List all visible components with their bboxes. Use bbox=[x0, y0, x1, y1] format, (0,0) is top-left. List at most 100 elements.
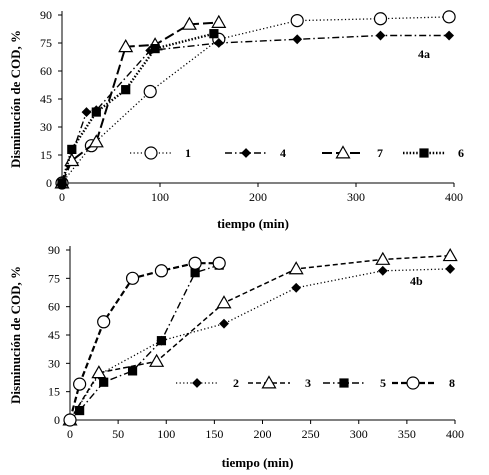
legend-entry-7: 7 bbox=[322, 145, 383, 160]
data-point-1 bbox=[290, 14, 304, 28]
data-point-1 bbox=[442, 10, 456, 24]
data-point-5 bbox=[99, 377, 109, 387]
data-point-3 bbox=[288, 261, 304, 275]
legend-marker bbox=[339, 378, 349, 388]
legend-marker bbox=[406, 376, 420, 390]
legend-entry-3: 3 bbox=[248, 375, 311, 390]
legend-label: 4 bbox=[280, 146, 286, 160]
chart-panel-4b: 0 15 30 45 60 75 90 0 50 100 150 200 250 300 350 400 tie… bbox=[8, 243, 464, 470]
series-line-2 bbox=[69, 268, 451, 421]
legend-label: 7 bbox=[377, 146, 383, 160]
x-tick-label: 100 bbox=[151, 190, 169, 204]
data-point-1 bbox=[373, 12, 388, 26]
x-axis-title: tiempo (min) bbox=[217, 216, 289, 231]
data-point-3 bbox=[149, 353, 165, 367]
series-8 bbox=[63, 256, 226, 427]
data-point-8 bbox=[63, 413, 77, 427]
series-line-6 bbox=[60, 32, 215, 184]
data-point-3 bbox=[91, 365, 107, 379]
y-tick-label: 90 bbox=[48, 243, 60, 257]
legend-entry-1: 1 bbox=[130, 146, 191, 160]
legend-label: 2 bbox=[233, 376, 239, 390]
y-tick-label: 90 bbox=[40, 8, 52, 22]
y-tick-label: 60 bbox=[48, 300, 60, 314]
data-point-3 bbox=[375, 251, 391, 265]
y-tick-label: 75 bbox=[40, 36, 52, 50]
data-point-8 bbox=[125, 271, 140, 285]
y-tick-label: 15 bbox=[40, 148, 52, 162]
series-4 bbox=[57, 30, 455, 188]
data-point-3 bbox=[442, 247, 458, 262]
x-tick-label: 350 bbox=[398, 427, 416, 441]
panel-label: 4b bbox=[410, 274, 423, 288]
y-tick-label: 0 bbox=[46, 176, 52, 190]
data-point-8 bbox=[212, 256, 226, 270]
data-point-8 bbox=[154, 264, 169, 278]
data-point-8 bbox=[188, 256, 202, 270]
x-tick-label: 400 bbox=[446, 427, 464, 441]
series-6 bbox=[57, 29, 219, 188]
data-point-7 bbox=[118, 39, 134, 53]
data-point-5 bbox=[190, 268, 200, 278]
legend-entry-5: 5 bbox=[323, 376, 386, 390]
data-point-6 bbox=[209, 29, 219, 39]
x-tick-label: 150 bbox=[205, 427, 223, 441]
data-point-6 bbox=[91, 107, 101, 117]
y-tick-label: 30 bbox=[40, 120, 52, 134]
y-tick-label: 0 bbox=[54, 413, 60, 427]
data-point-4 bbox=[444, 30, 455, 41]
data-point-1 bbox=[143, 84, 157, 99]
legend-marker bbox=[335, 145, 351, 159]
x-tick-label: 0 bbox=[67, 427, 73, 441]
data-point-4 bbox=[292, 34, 303, 45]
legend-label: 6 bbox=[458, 146, 464, 160]
x-tick-label: 300 bbox=[347, 190, 365, 204]
series-3 bbox=[62, 247, 458, 426]
data-point-3 bbox=[216, 295, 232, 309]
y-tick-label: 45 bbox=[40, 92, 52, 106]
x-tick-label: 100 bbox=[157, 427, 175, 441]
series-line-5 bbox=[69, 264, 220, 421]
y-axis-title: Disminución de COD, % bbox=[8, 30, 23, 168]
legend-entry-8: 8 bbox=[392, 376, 455, 390]
legend-label: 8 bbox=[449, 376, 455, 390]
legend-marker bbox=[144, 146, 158, 160]
legend-marker bbox=[261, 375, 277, 389]
series-1 bbox=[55, 10, 456, 190]
legend-marker bbox=[241, 148, 251, 158]
legend-label: 5 bbox=[380, 376, 386, 390]
chart-panel-4a: 0 15 30 45 60 75 90 0 100 200 300 400 tiempo (min) Di… bbox=[8, 8, 464, 231]
legend-marker bbox=[192, 378, 202, 388]
data-point-4 bbox=[81, 107, 92, 117]
y-tick-label: 75 bbox=[48, 271, 60, 285]
legend-label: 1 bbox=[185, 146, 191, 160]
data-point-4 bbox=[375, 30, 386, 41]
data-point-6 bbox=[57, 178, 67, 188]
data-point-6 bbox=[67, 144, 77, 154]
data-point-7 bbox=[211, 14, 227, 28]
y-axis-title: Disminución de COD, % bbox=[8, 266, 23, 404]
data-point-5 bbox=[156, 336, 167, 346]
data-point-2 bbox=[291, 282, 302, 293]
panel-label: 4a bbox=[418, 47, 430, 61]
data-point-7 bbox=[88, 134, 104, 148]
legend-entry-4: 4 bbox=[225, 146, 286, 160]
x-tick-label: 0 bbox=[59, 190, 65, 204]
data-point-4 bbox=[213, 38, 224, 48]
x-tick-label: 250 bbox=[302, 427, 320, 441]
series-2 bbox=[65, 263, 456, 425]
data-point-8 bbox=[73, 377, 87, 391]
data-point-5 bbox=[127, 366, 138, 376]
legend-entry-6: 6 bbox=[403, 146, 464, 160]
data-point-2 bbox=[377, 265, 388, 276]
x-tick-label: 200 bbox=[254, 427, 272, 441]
legend-marker bbox=[419, 148, 429, 158]
data-point-6 bbox=[121, 85, 131, 95]
y-tick-label: 45 bbox=[48, 328, 60, 342]
series-line-4 bbox=[61, 34, 450, 184]
series-line-7 bbox=[61, 21, 219, 184]
y-tick-label: 15 bbox=[48, 385, 60, 399]
y-tick-label: 60 bbox=[40, 64, 52, 78]
series-5 bbox=[65, 260, 224, 425]
x-axis-title: tiempo (min) bbox=[222, 455, 294, 470]
